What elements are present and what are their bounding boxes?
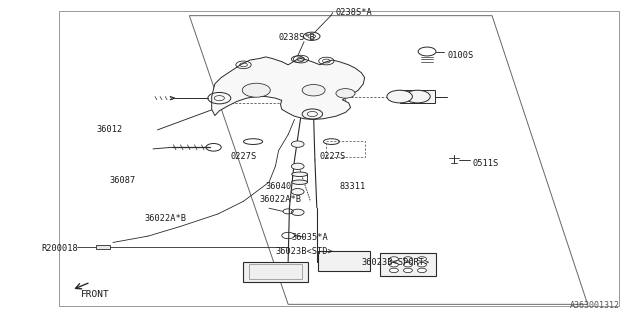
Circle shape <box>403 257 412 261</box>
Circle shape <box>417 257 426 261</box>
Text: 0511S: 0511S <box>473 159 499 168</box>
Polygon shape <box>96 245 109 249</box>
Text: 83311: 83311 <box>339 182 365 191</box>
Text: 0227S: 0227S <box>320 152 346 161</box>
Circle shape <box>417 262 426 267</box>
Polygon shape <box>212 57 365 119</box>
Text: 36022A*B: 36022A*B <box>145 214 187 223</box>
Circle shape <box>387 90 412 103</box>
Circle shape <box>336 89 355 98</box>
Ellipse shape <box>292 180 308 184</box>
Circle shape <box>390 257 398 261</box>
Text: 0100S: 0100S <box>447 51 474 60</box>
Circle shape <box>291 141 304 147</box>
Circle shape <box>404 90 430 103</box>
Text: 36022A*B: 36022A*B <box>259 195 301 204</box>
Circle shape <box>390 262 398 267</box>
Circle shape <box>243 83 270 97</box>
Text: FRONT: FRONT <box>81 290 110 299</box>
Ellipse shape <box>292 172 308 177</box>
Text: 0227S: 0227S <box>231 152 257 161</box>
Text: 36012: 36012 <box>97 125 124 134</box>
Circle shape <box>291 188 304 195</box>
Text: A363001312: A363001312 <box>570 301 620 310</box>
FancyBboxPatch shape <box>380 253 436 276</box>
Circle shape <box>291 163 304 170</box>
Text: 36040: 36040 <box>266 182 292 191</box>
Polygon shape <box>399 90 435 103</box>
FancyBboxPatch shape <box>243 261 308 282</box>
Circle shape <box>291 209 304 215</box>
FancyBboxPatch shape <box>318 251 371 271</box>
Bar <box>59 11 620 306</box>
Circle shape <box>403 268 412 273</box>
Circle shape <box>417 268 426 273</box>
Text: 0238S*B: 0238S*B <box>278 33 316 42</box>
Text: 36023B<STD>: 36023B<STD> <box>275 247 333 257</box>
Text: 36023B<SPORT>: 36023B<SPORT> <box>362 258 429 267</box>
Text: 0238S*A: 0238S*A <box>336 8 372 17</box>
Circle shape <box>302 84 325 96</box>
Text: 36035*A: 36035*A <box>291 233 328 242</box>
Text: 36087: 36087 <box>109 176 136 185</box>
Circle shape <box>390 268 398 273</box>
Text: R200018: R200018 <box>42 244 78 253</box>
Circle shape <box>403 262 412 267</box>
